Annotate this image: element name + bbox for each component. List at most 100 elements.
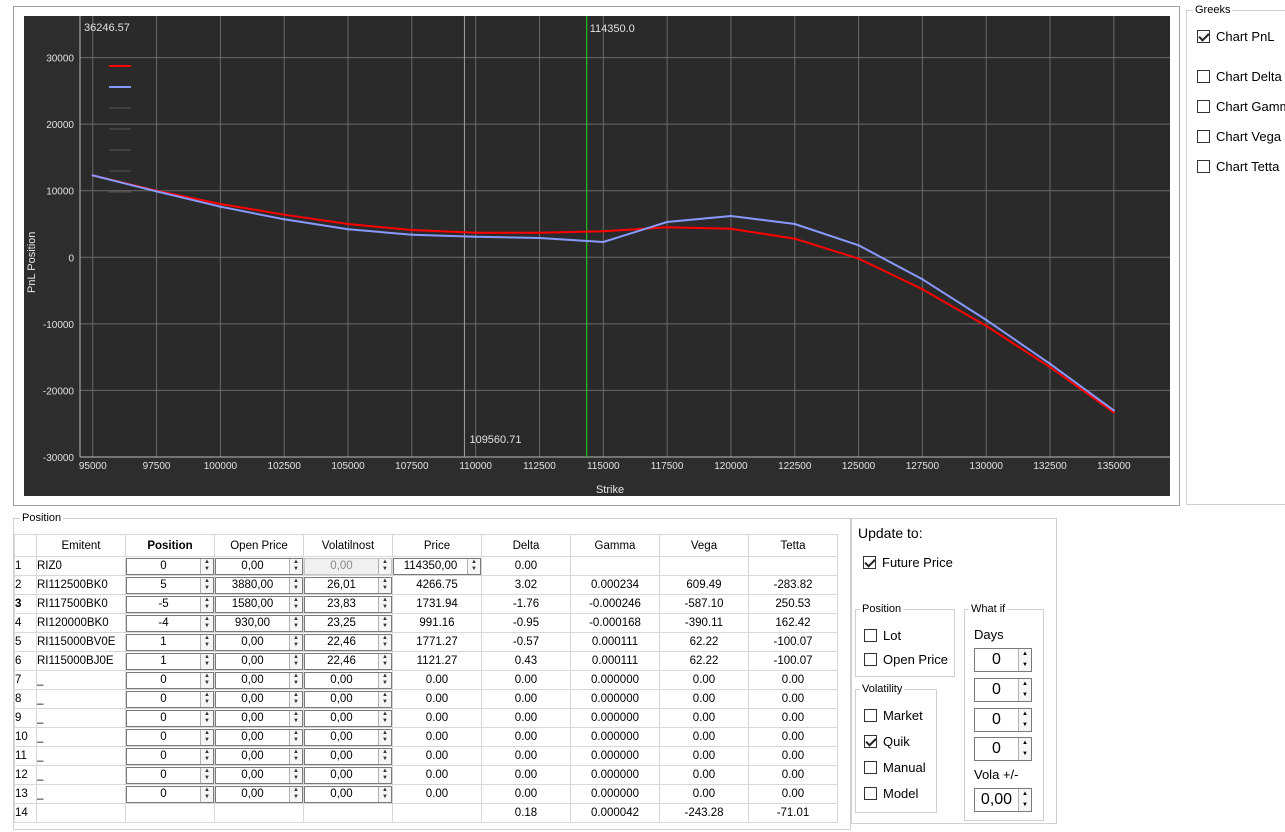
volatilnost-cell[interactable]: 0,00 ▲ ▼	[303, 670, 393, 690]
open-price-spinbox[interactable]: 0,00 ▲ ▼	[215, 690, 303, 708]
open-price-spinbox[interactable]: 1580,00 ▲ ▼	[215, 595, 303, 613]
position-spinbox[interactable]: 5 ▲ ▼	[126, 576, 214, 594]
spin-arrows-icon[interactable]: ▲ ▼	[289, 615, 302, 631]
spin-arrows-icon[interactable]: ▲ ▼	[200, 577, 213, 593]
volatilnost-value[interactable]: 0,00	[330, 730, 353, 743]
open-price-cell[interactable]: 0,00 ▲ ▼	[214, 765, 304, 785]
table-row[interactable]: 12 _ 0 ▲ ▼ 0,00 ▲ ▼ 0,00 ▲ ▼ 0.00 0.00 0.000000 0.00 0.…	[14, 765, 838, 785]
volatilnost-cell[interactable]: 0,00 ▲ ▼	[303, 746, 393, 766]
checkbox-icon[interactable]	[864, 709, 877, 722]
table-row[interactable]: 8 _ 0 ▲ ▼ 0,00 ▲ ▼ 0,00 ▲ ▼ 0.00 0.00 0.000000 0.00 0.0…	[14, 689, 838, 709]
header-open-price[interactable]: Open Price	[214, 534, 304, 557]
spin-arrows-icon[interactable]: ▲ ▼	[378, 691, 391, 707]
days-spinbox-3[interactable]: 0 ▲ ▼	[974, 708, 1032, 732]
chart-tetta-checkbox[interactable]: Chart Tetta	[1197, 159, 1279, 174]
days-value-2[interactable]: 0	[992, 681, 1001, 698]
volatilnost-spinbox[interactable]: 0,00 ▲ ▼	[304, 671, 392, 689]
header-gamma[interactable]: Gamma	[570, 534, 660, 557]
position-cell[interactable]: 0 ▲ ▼	[125, 784, 215, 804]
spin-arrows-icon[interactable]: ▲ ▼	[378, 558, 391, 574]
volatilnost-spinbox[interactable]: 22,46 ▲ ▼	[304, 652, 392, 670]
volatilnost-cell[interactable]: 26,01 ▲ ▼	[303, 575, 393, 595]
volatilnost-value[interactable]: 0,00	[330, 692, 353, 705]
position-value[interactable]: 0	[160, 673, 167, 686]
open-price-spinbox[interactable]: 0,00 ▲ ▼	[215, 785, 303, 803]
position-cell[interactable]: 0 ▲ ▼	[125, 556, 215, 576]
volatilnost-spinbox[interactable]: 0,00 ▲ ▼	[304, 785, 392, 803]
spin-arrows-icon[interactable]: ▲ ▼	[289, 767, 302, 783]
volatilnost-spinbox[interactable]: 0,00 ▲ ▼	[304, 557, 392, 575]
volatilnost-spinbox[interactable]: 26,01 ▲ ▼	[304, 576, 392, 594]
spin-arrows-icon[interactable]: ▲ ▼	[378, 729, 391, 745]
spin-arrows-icon[interactable]: ▲ ▼	[378, 672, 391, 688]
open-price-spinbox[interactable]: 0,00 ▲ ▼	[215, 747, 303, 765]
spin-arrows-icon[interactable]: ▲ ▼	[289, 596, 302, 612]
volatilnost-cell[interactable]: 0,00 ▲ ▼	[303, 708, 393, 728]
open-price-cell[interactable]: 0,00 ▲ ▼	[214, 632, 304, 652]
header-tetta[interactable]: Tetta	[748, 534, 838, 557]
volatilnost-value[interactable]: 22,46	[327, 654, 356, 667]
spin-arrows-icon[interactable]: ▲ ▼	[378, 596, 391, 612]
spin-arrows-icon[interactable]: ▲ ▼	[289, 577, 302, 593]
volatilnost-spinbox[interactable]: 23,83 ▲ ▼	[304, 595, 392, 613]
position-cell[interactable]: 0 ▲ ▼	[125, 708, 215, 728]
open-price-cell[interactable]: 3880,00 ▲ ▼	[214, 575, 304, 595]
days-spinbox-2[interactable]: 0 ▲ ▼	[974, 678, 1032, 702]
open-price-cell[interactable]: 930,00 ▲ ▼	[214, 613, 304, 633]
spin-arrows-icon[interactable]: ▲ ▼	[378, 710, 391, 726]
position-spinbox[interactable]: 0 ▲ ▼	[126, 728, 214, 746]
table-row[interactable]: 3 RI117500BK0 -5 ▲ ▼ 1580,00 ▲ ▼ 23,83 ▲ ▼ 1731.94-…	[14, 594, 838, 614]
position-spinbox[interactable]: 0 ▲ ▼	[126, 671, 214, 689]
position-cell[interactable]: 1 ▲ ▼	[125, 632, 215, 652]
spin-arrows-icon[interactable]: ▲ ▼	[1018, 709, 1031, 731]
open-price-cell[interactable]: 0,00 ▲ ▼	[214, 689, 304, 709]
spin-arrows-icon[interactable]: ▲ ▼	[467, 558, 480, 574]
table-row[interactable]: 13 _ 0 ▲ ▼ 0,00 ▲ ▼ 0,00 ▲ ▼ 0.00 0.00 0.000000 0.00 0.…	[14, 784, 838, 804]
spin-arrows-icon[interactable]: ▲ ▼	[200, 786, 213, 802]
spin-arrows-icon[interactable]: ▲ ▼	[378, 786, 391, 802]
volatilnost-cell[interactable]: 0,00 ▲ ▼	[303, 689, 393, 709]
table-row[interactable]: 2 RI112500BK0 5 ▲ ▼ 3880,00 ▲ ▼ 26,01 ▲ ▼ 4266.75 3.…	[14, 575, 838, 595]
open-price-value[interactable]: 0,00	[241, 749, 264, 762]
table-row[interactable]: 1 RIZ0 0 ▲ ▼ 0,00 ▲ ▼ 0,00 ▲ ▼ 114350,00 ▲ ▼ 0.00	[14, 556, 838, 576]
volatilnost-cell[interactable]: 22,46 ▲ ▼	[303, 632, 393, 652]
open-price-cell[interactable]: 0,00 ▲ ▼	[214, 670, 304, 690]
spin-arrows-icon[interactable]: ▲ ▼	[200, 710, 213, 726]
open-price-cell[interactable]: 0,00 ▲ ▼	[214, 727, 304, 747]
chart-delta-checkbox[interactable]: Chart Delta	[1197, 69, 1282, 84]
volatilnost-cell[interactable]: 23,83 ▲ ▼	[303, 594, 393, 614]
chart-gamma-checkbox[interactable]: Chart Gamma	[1197, 99, 1285, 114]
chart-vega-checkbox[interactable]: Chart Vega	[1197, 129, 1281, 144]
quik-checkbox[interactable]: Quik	[864, 734, 910, 749]
open-price-cell[interactable]: 1580,00 ▲ ▼	[214, 594, 304, 614]
volatilnost-spinbox[interactable]: 0,00 ▲ ▼	[304, 747, 392, 765]
volatilnost-spinbox[interactable]: 0,00 ▲ ▼	[304, 709, 392, 727]
checkbox-icon[interactable]	[864, 761, 877, 774]
open-price-cell[interactable]: 0,00 ▲ ▼	[214, 784, 304, 804]
spin-arrows-icon[interactable]: ▲ ▼	[289, 672, 302, 688]
checkbox-icon[interactable]	[1197, 160, 1210, 173]
checkbox-icon[interactable]	[864, 735, 877, 748]
checkbox-icon[interactable]	[1197, 30, 1210, 43]
volatilnost-value[interactable]: 0,00	[330, 673, 353, 686]
position-value[interactable]: 0	[160, 559, 167, 572]
position-spinbox[interactable]: 0 ▲ ▼	[126, 690, 214, 708]
spin-arrows-icon[interactable]: ▲ ▼	[200, 615, 213, 631]
position-cell[interactable]: 0 ▲ ▼	[125, 689, 215, 709]
model-checkbox[interactable]: Model	[864, 786, 918, 801]
open-price-checkbox[interactable]: Open Price	[864, 652, 948, 667]
volatilnost-value[interactable]: 23,25	[327, 616, 356, 629]
spin-arrows-icon[interactable]: ▲ ▼	[289, 691, 302, 707]
price-cell[interactable]: 114350,00 ▲ ▼	[392, 556, 482, 576]
open-price-spinbox[interactable]: 0,00 ▲ ▼	[215, 766, 303, 784]
volatilnost-spinbox[interactable]: 0,00 ▲ ▼	[304, 690, 392, 708]
spin-arrows-icon[interactable]: ▲ ▼	[289, 558, 302, 574]
volatilnost-cell[interactable]: 0,00 ▲ ▼	[303, 765, 393, 785]
open-price-value[interactable]: 0,00	[241, 673, 264, 686]
position-value[interactable]: 0	[160, 787, 167, 800]
checkbox-icon[interactable]	[864, 653, 877, 666]
table-row[interactable]: 9 _ 0 ▲ ▼ 0,00 ▲ ▼ 0,00 ▲ ▼ 0.00 0.00 0.000000 0.00 0.0…	[14, 708, 838, 728]
open-price-value[interactable]: 0,00	[241, 730, 264, 743]
spin-arrows-icon[interactable]: ▲ ▼	[289, 748, 302, 764]
spin-arrows-icon[interactable]: ▲ ▼	[200, 653, 213, 669]
